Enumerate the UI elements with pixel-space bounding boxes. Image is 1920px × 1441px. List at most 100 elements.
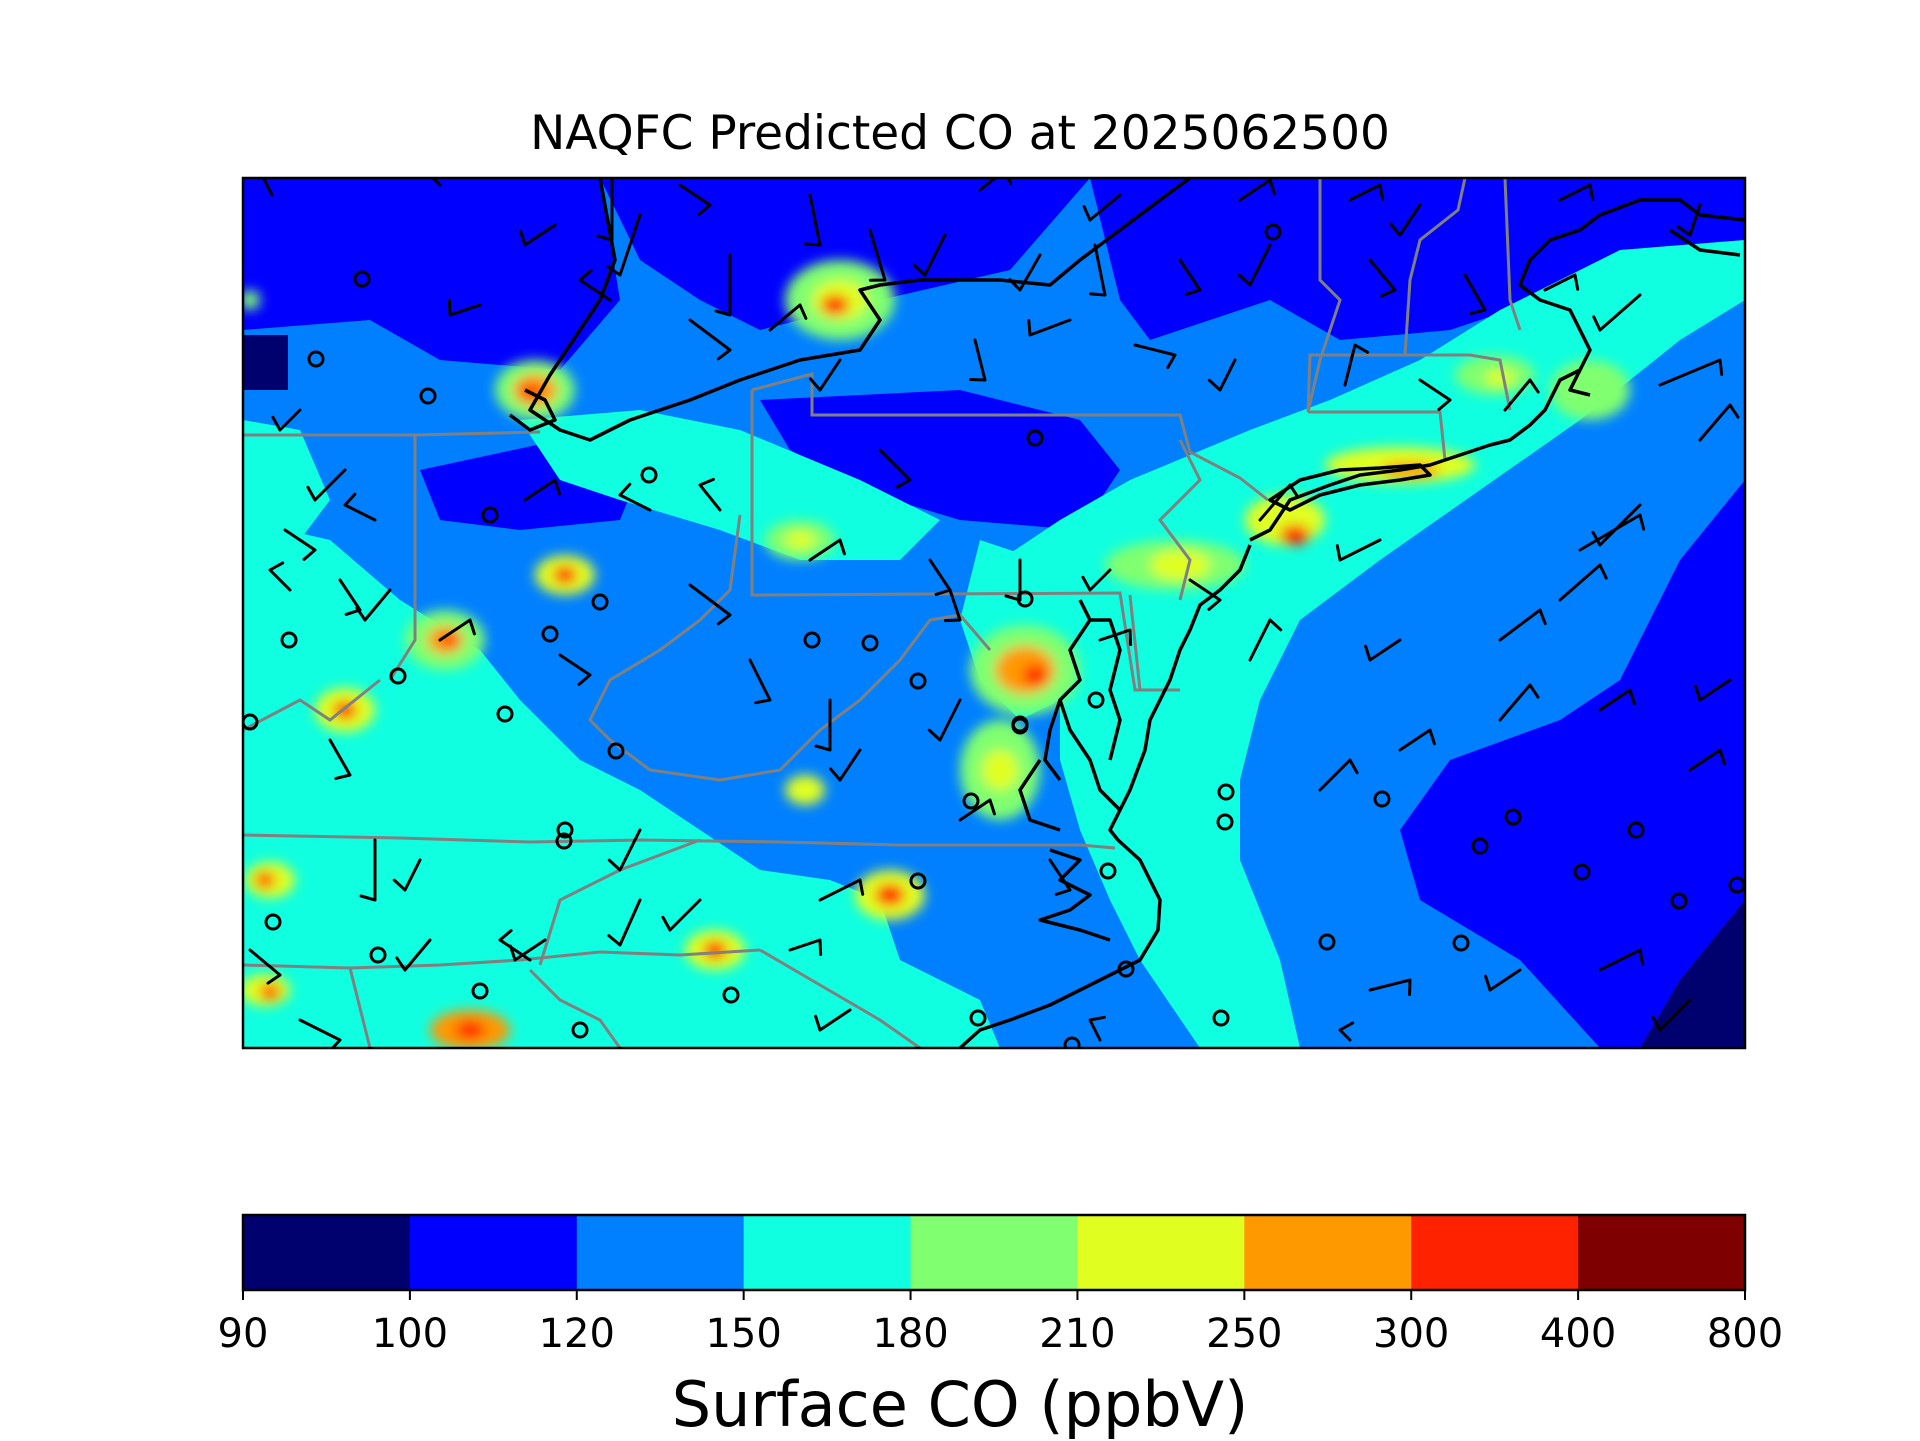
co-hotspot (243, 290, 260, 310)
wind-barb-icon (1688, 748, 1726, 772)
wind-barb-icon (1694, 678, 1732, 702)
cyan-zone-ohio-valley (520, 410, 940, 560)
wind-barb-icon (809, 358, 842, 392)
co-hotspot (703, 941, 727, 959)
colorbar-segment (1411, 1215, 1579, 1290)
coastline-long-island (1268, 463, 1432, 512)
wind-barb-icon (618, 482, 652, 512)
wind-barb-icon (430, 178, 442, 187)
wind-barb-icon (1082, 193, 1122, 222)
calm-wind-circle-icon (1373, 790, 1391, 808)
calm-wind-circle-icon (280, 631, 298, 649)
state-border-virginia-west (538, 838, 701, 966)
wind-barb-icon (298, 1018, 342, 1048)
co-concentration-map (243, 178, 1745, 1048)
wind-barb-icon (1248, 618, 1283, 662)
calm-wind-circle-icon (722, 986, 740, 1004)
wind-barb-icon (958, 798, 996, 822)
wind-barb-icon (818, 878, 865, 902)
calm-wind-circle-icon (556, 821, 574, 839)
co-hotspot (785, 775, 825, 805)
wind-barb-icon (788, 938, 823, 957)
wind-barb-icon (748, 658, 772, 705)
coastline-nc (958, 838, 1162, 1048)
wind-barb-icon (1178, 258, 1202, 296)
wind-barb-icon (927, 698, 962, 742)
calm-wind-circle-icon (607, 742, 625, 760)
calm-wind-circle-icon (1212, 1009, 1230, 1027)
wind-barb-icon (1368, 258, 1397, 298)
wind-barb-icon (392, 858, 422, 892)
co-hotspot (1280, 525, 1310, 545)
calm-wind-circle-icon (962, 792, 980, 810)
wind-barb-icon (943, 588, 962, 623)
cyan-zone-coastal-ocean (1000, 240, 1745, 1048)
wind-barb-icon (912, 233, 947, 277)
state-border-maine (1503, 178, 1522, 331)
wind-barb-icon (1676, 203, 1702, 237)
wind-barb-icon (1133, 343, 1177, 370)
co-hotspot (255, 872, 275, 888)
wind-barb-icon (1004, 558, 1022, 602)
wind-barb-icon (1368, 978, 1412, 997)
colorbar-tick-label: 180 (872, 1311, 948, 1357)
wind-barb-icon (283, 528, 317, 561)
calm-wind-circle-icon (555, 832, 573, 850)
wind-barb-icon (878, 448, 912, 489)
coastline-cape-cod (1568, 369, 1591, 397)
colorbar-segment (1244, 1215, 1412, 1290)
state-border-south-carolina (759, 948, 921, 1048)
calm-wind-circle-icon (369, 946, 387, 964)
wind-barb-icon (578, 269, 612, 302)
state-border-new-hampshire (1403, 178, 1467, 356)
wind-barb-icon (1651, 998, 1692, 1032)
colorbar-tick-label: 210 (1039, 1311, 1115, 1357)
calm-wind-circle-icon (969, 1009, 987, 1027)
wind-barb-icon (1238, 178, 1276, 202)
calm-wind-circle-icon (1573, 863, 1591, 881)
colorbar-label: Surface CO (ppbV) (671, 1368, 1249, 1441)
calm-wind-circle-icon (1504, 808, 1522, 826)
wind-barb-icon (519, 223, 557, 247)
wind-barb-icon (1558, 563, 1608, 602)
wind-barb-icon (1338, 1021, 1355, 1042)
state-border-connecticut (1308, 410, 1447, 461)
wind-barb-icon (1389, 203, 1422, 237)
wind-barb-icon (928, 558, 952, 596)
darkblue-zone-southeast (1640, 900, 1745, 1048)
co-hotspot (785, 531, 815, 549)
state-border-rhode-island (1469, 353, 1512, 411)
wind-barb-icon (1364, 638, 1402, 662)
wind-barb-icon (1318, 758, 1359, 792)
wind-barb-icon (1207, 358, 1237, 392)
calm-wind-circle-icon (1216, 813, 1234, 831)
colorbar-segment (576, 1215, 745, 1290)
wind-barb-icon (509, 938, 547, 962)
wind-barb-icon (1498, 608, 1547, 642)
wind-barb-icon (1335, 538, 1382, 562)
wind-barb-icon (829, 748, 862, 782)
co-hotspot (1550, 360, 1630, 420)
wind-barb-icon (606, 213, 642, 277)
wind-barb-icon (1598, 948, 1645, 972)
wind-barb-icon (661, 898, 702, 932)
wind-barb-icon (1008, 253, 1042, 292)
wind-barb-icon (1098, 628, 1133, 647)
calm-wind-circle-icon (1452, 934, 1470, 952)
wind-barb-icon (803, 193, 822, 247)
map-frame (241, 176, 1747, 1050)
wind-barb-icon (607, 898, 642, 947)
calm-wind-circle-icon (571, 1021, 589, 1039)
colorbar-tick-label: 800 (1707, 1311, 1783, 1357)
calm-wind-circle-icon (1099, 862, 1117, 880)
wind-barb-icon (1048, 858, 1072, 896)
calm-wind-circle-icon (1471, 837, 1489, 855)
wind-barb-icon (1592, 293, 1642, 332)
colorbar-tick-label: 400 (1540, 1311, 1616, 1357)
calm-wind-circle-icon (909, 672, 927, 690)
wind-barb-icon (1348, 183, 1385, 202)
colorbar-segment (1077, 1215, 1245, 1290)
colorbar-segment (409, 1215, 578, 1290)
co-hotspot (1485, 370, 1515, 386)
